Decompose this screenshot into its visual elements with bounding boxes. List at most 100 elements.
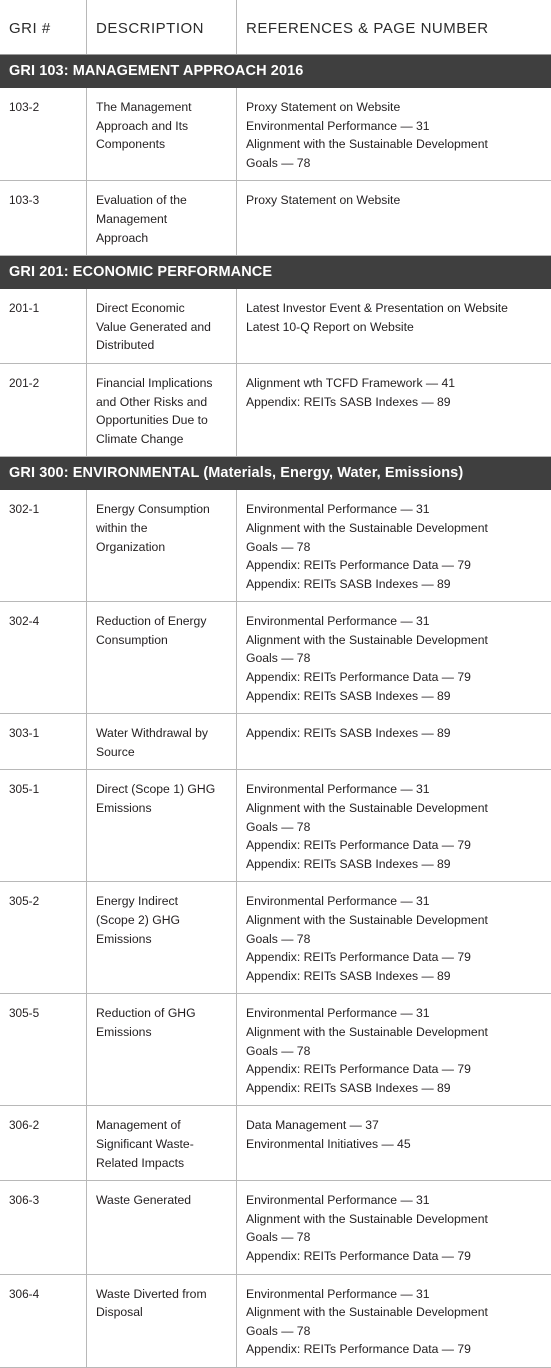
description-line: and Other Risks and <box>96 394 208 409</box>
description-cell: Waste Diverted from Disposal <box>87 1274 237 1367</box>
reference-line: Goals — 78 <box>246 1230 311 1245</box>
description-cell: Water Withdrawal by Source <box>87 714 237 770</box>
reference-line: Appendix: REITs SASB Indexes — 89 <box>246 576 451 591</box>
description-line: Emissions <box>96 801 152 816</box>
table-body: GRI 103: MANAGEMENT APPROACH 2016 103-2 Th… <box>0 55 551 1368</box>
description-line: Financial Implications <box>96 375 213 390</box>
gri-code: 302-1 <box>0 490 87 602</box>
reference-line: Latest 10-Q Report on Website <box>246 319 414 334</box>
table-row: 302-4 Reduction of Energy Consumption Envir… <box>0 602 551 715</box>
references-cell: Appendix: REITs SASB Indexes — 89 <box>237 714 551 769</box>
reference-line: Environmental Performance — 31 <box>246 1193 430 1208</box>
description-line: Value Generated and <box>96 319 211 334</box>
reference-line: Alignment with the Sustainable Developme… <box>246 520 488 535</box>
reference-line: Goals — 78 <box>246 931 311 946</box>
table-row: 103-2 The Management Approach and Its Compo… <box>0 88 551 182</box>
gri-code: 306-4 <box>0 1274 87 1367</box>
description-line: Emissions <box>96 931 152 946</box>
description-line: Emissions <box>96 1024 152 1039</box>
references-cell: Proxy Statement on Website Environmental … <box>237 88 551 180</box>
description-cell: The Management Approach and Its Components <box>87 88 237 181</box>
gri-code: 103-3 <box>0 181 87 256</box>
reference-line: Environmental Performance — 31 <box>246 502 430 517</box>
description-line: Management of <box>96 1118 181 1133</box>
description-line: Reduction of Energy <box>96 614 207 629</box>
table-row: 306-2 Management of Significant Waste- Rela… <box>0 1106 551 1182</box>
description-line: Related Impacts <box>96 1155 185 1170</box>
gri-code: 303-1 <box>0 714 87 770</box>
header-references: REFERENCES & PAGE NUMBER <box>246 19 489 37</box>
reference-line: Appendix: REITs Performance Data — 79 <box>246 1342 471 1357</box>
gri-code: 201-1 <box>0 289 87 363</box>
reference-line: Goals — 78 <box>246 1043 311 1058</box>
references-cell: Environmental Performance — 31 Alignment … <box>237 1181 551 1273</box>
reference-line: Alignment with the Sustainable Developme… <box>246 137 488 152</box>
reference-line: Appendix: REITs SASB Indexes — 89 <box>246 1080 451 1095</box>
reference-line: Environmental Performance — 31 <box>246 782 430 797</box>
header-gri: GRI # <box>0 0 87 54</box>
reference-line: Environmental Performance — 31 <box>246 118 430 133</box>
table-row: 201-1 Direct Economic Value Generated and D… <box>0 289 551 364</box>
description-cell: Direct (Scope 1) GHG Emissions <box>87 770 237 882</box>
reference-line: Alignment with the Sustainable Developme… <box>246 1211 488 1226</box>
reference-line: Appendix: REITs Performance Data — 79 <box>246 838 471 853</box>
description-cell: Reduction of GHG Emissions <box>87 994 237 1106</box>
section-header: GRI 201: ECONOMIC PERFORMANCE <box>0 256 551 290</box>
section-header: GRI 300: ENVIRONMENTAL (Materials, Energ… <box>0 457 551 491</box>
description-line: Reduction of GHG <box>96 1006 196 1021</box>
table-header: GRI # DESCRIPTION REFERENCES & PAGE NUMB… <box>0 0 551 55</box>
reference-line: Alignment with the Sustainable Developme… <box>246 1024 488 1039</box>
gri-code: 305-5 <box>0 994 87 1106</box>
description-line: Waste Diverted from <box>96 1286 207 1301</box>
reference-line: Appendix: REITs SASB Indexes — 89 <box>246 726 451 741</box>
reference-line: Goals — 78 <box>246 155 311 170</box>
reference-line: Appendix: REITs Performance Data — 79 <box>246 1248 471 1263</box>
description-cell: Energy Consumption within the Organization <box>87 490 237 602</box>
description-line: Components <box>96 137 166 152</box>
table-row: 201-2 Financial Implications and Other Ris… <box>0 363 551 458</box>
description-line: Source <box>96 744 135 759</box>
references-cell: Proxy Statement on Website <box>237 181 551 255</box>
references-cell: Environmental Performance — 31 Alignment … <box>237 1275 551 1367</box>
reference-line: Alignment with the Sustainable Developme… <box>246 801 488 816</box>
reference-line: Alignment with the Sustainable Developme… <box>246 913 488 927</box>
section-header: GRI 103: MANAGEMENT APPROACH 2016 <box>0 55 551 88</box>
reference-line: Environmental Performance — 31 <box>246 614 430 629</box>
description-cell: Reduction of Energy Consumption <box>87 602 237 714</box>
description-line: Approach and Its <box>96 118 189 133</box>
reference-line: Goals — 78 <box>246 819 311 834</box>
description-line: Waste Generated <box>96 1193 192 1208</box>
description-cell: Evaluation of the Management Approach <box>87 181 237 256</box>
description-line: Climate Change <box>96 431 184 446</box>
table-row: 305-1 Direct (Scope 1) GHG Emissions Enviro… <box>0 770 551 883</box>
references-cell: Environmental Performance — 31 Alignment … <box>237 602 551 713</box>
description-line: Consumption <box>96 632 168 647</box>
reference-line: Proxy Statement on Website <box>246 193 401 208</box>
reference-line: Environmental Performance — 31 <box>246 894 430 909</box>
description-cell: Direct Economic Value Generated and Distri… <box>87 289 237 363</box>
table-row: 103-3 Evaluation of the Management Approach… <box>0 181 551 257</box>
description-line: Water Withdrawal by <box>96 726 208 741</box>
table-row: 305-2 Energy Indirect (Scope 2) GHG Emissio… <box>0 882 551 995</box>
description-line: Management <box>96 211 168 226</box>
reference-line: Goals — 78 <box>246 1323 311 1338</box>
gri-code: 305-2 <box>0 882 87 994</box>
gri-code: 306-3 <box>0 1181 87 1274</box>
description-line: Energy Consumption <box>96 502 210 517</box>
table-row: 305-5 Reduction of GHG Emissions Environmen… <box>0 994 551 1107</box>
references-cell: Environmental Performance — 31 Alignment … <box>237 490 551 601</box>
reference-line: Proxy Statement on Website <box>246 100 401 114</box>
gri-code: 103-2 <box>0 88 87 181</box>
reference-line: Appendix: REITs SASB Indexes — 89 <box>246 968 451 983</box>
description-line: Organization <box>96 539 166 554</box>
reference-line: Appendix: REITs Performance Data — 79 <box>246 670 471 685</box>
reference-line: Alignment wth TCFD Framework — 41 <box>246 375 456 390</box>
description-line: Direct Economic <box>96 301 185 316</box>
description-line: Distributed <box>96 338 155 353</box>
description-cell: Financial Implications and Other Risks an… <box>87 363 237 457</box>
reference-line: Appendix: REITs SASB Indexes — 89 <box>246 394 451 409</box>
reference-line: Environmental Performance — 31 <box>246 1286 430 1301</box>
description-line: Opportunities Due to <box>96 413 208 428</box>
references-cell: Environmental Performance — 31 Alignment … <box>237 770 551 881</box>
references-cell: Latest Investor Event & Presentation on … <box>237 289 551 363</box>
